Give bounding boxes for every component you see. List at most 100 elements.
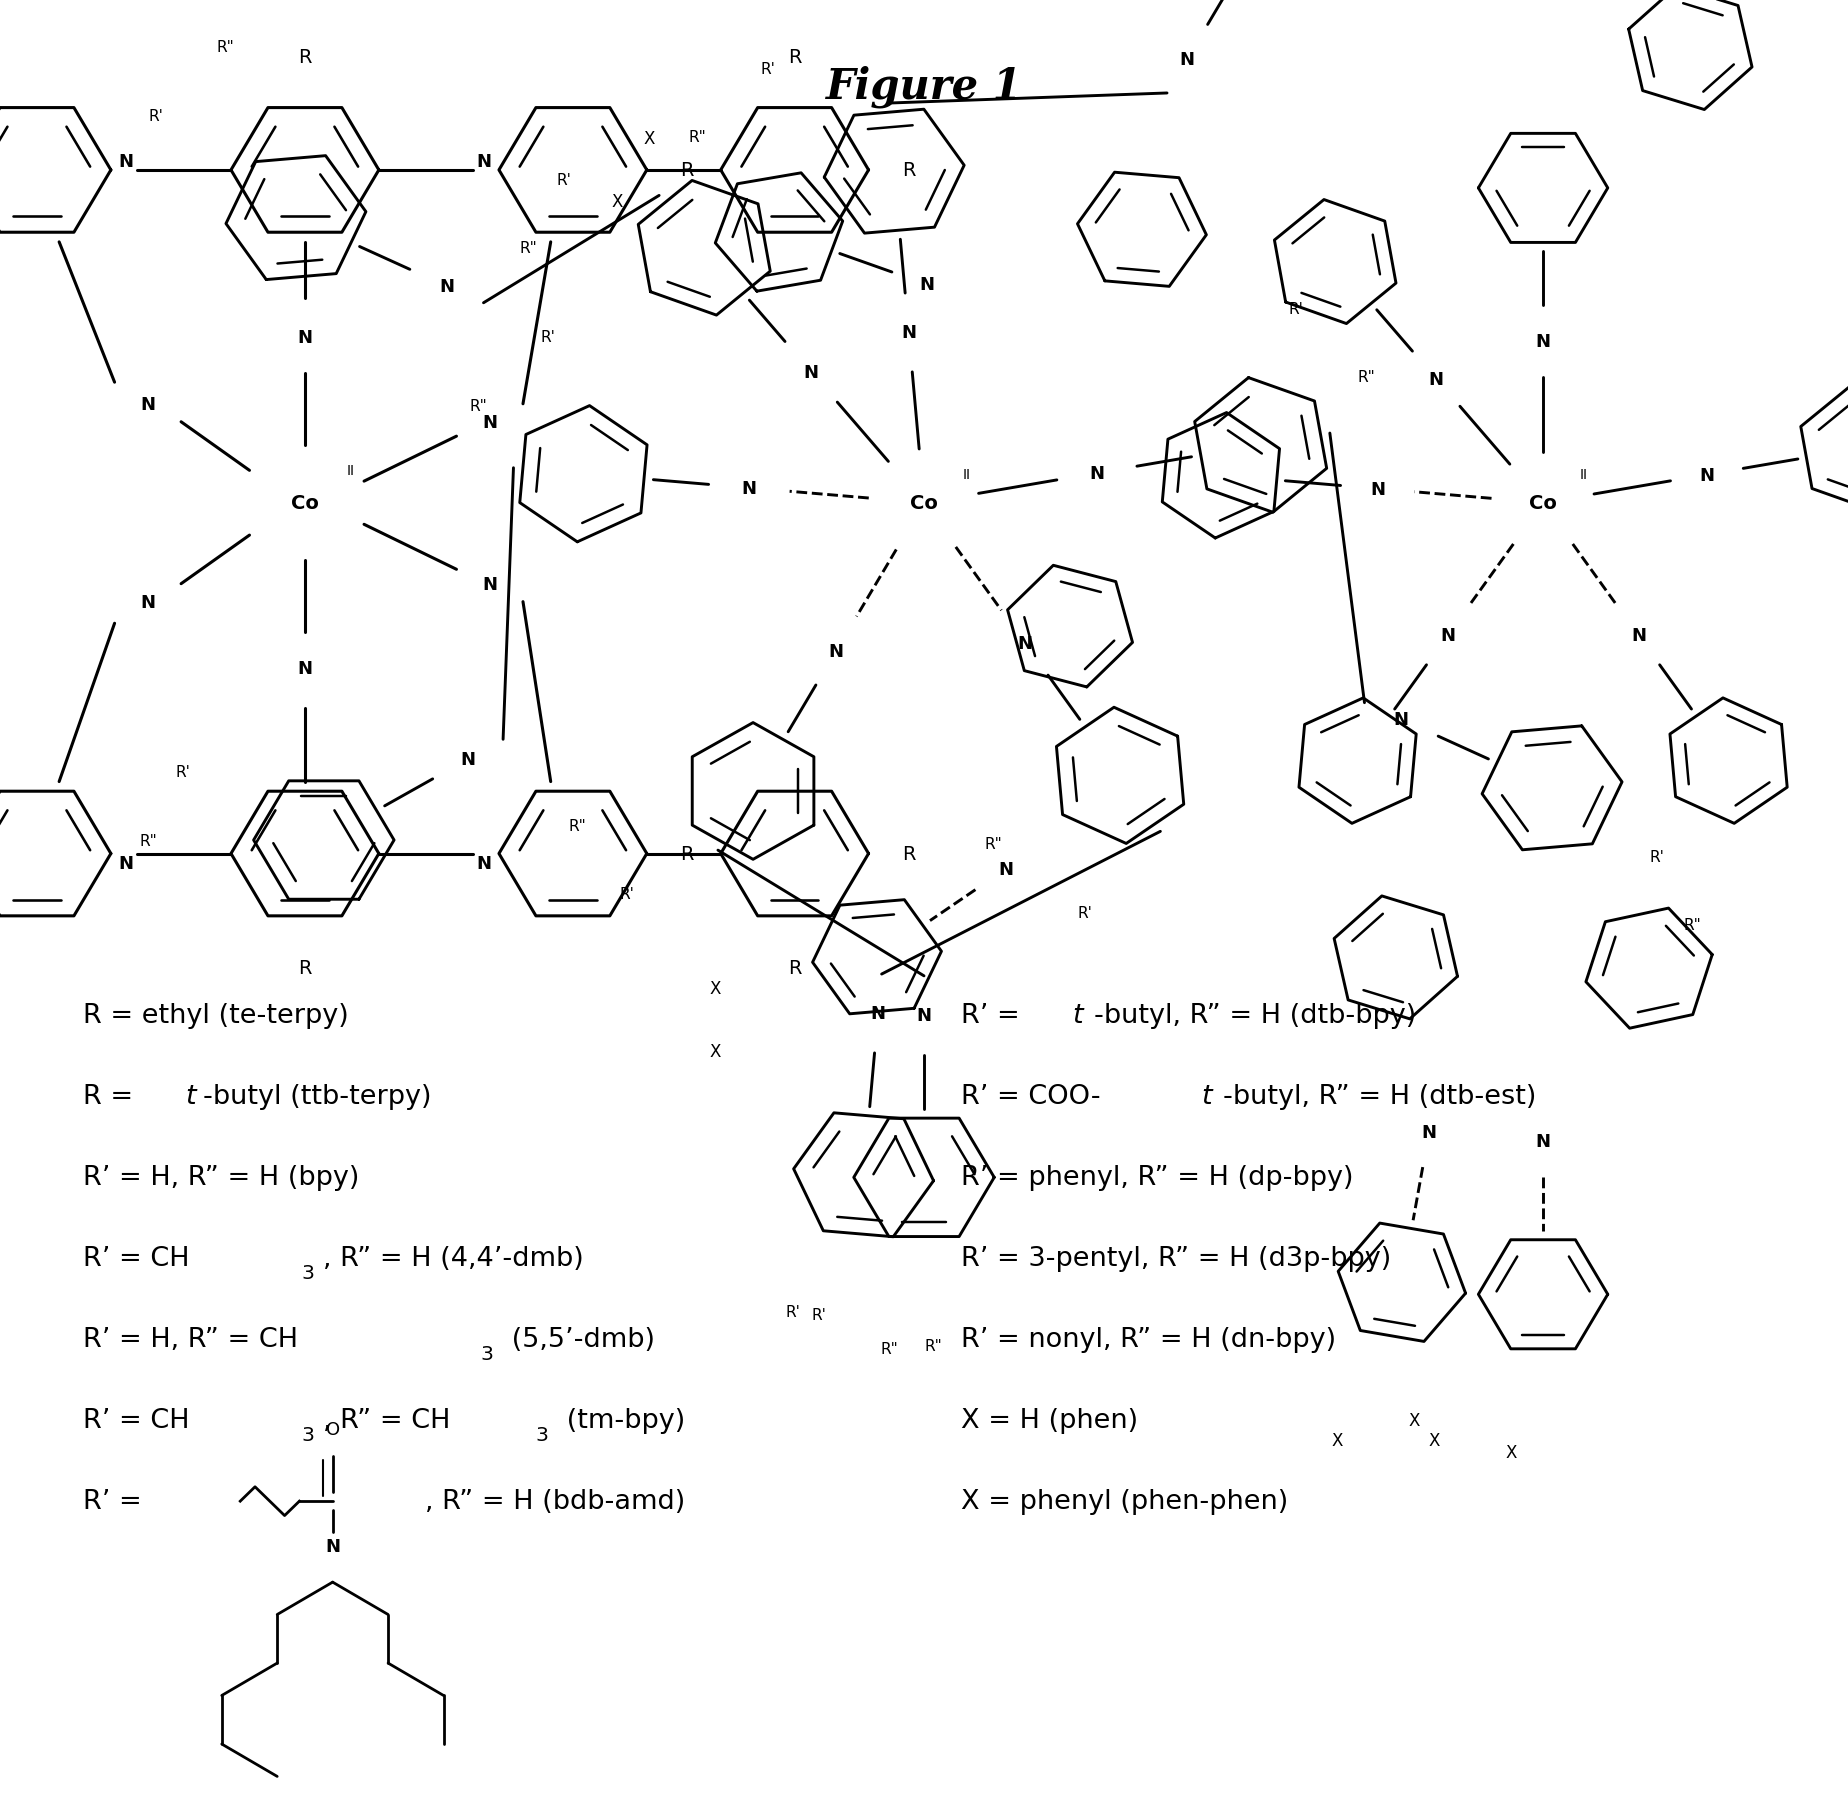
Text: N: N bbox=[741, 480, 756, 498]
Text: (5,5’-dmb): (5,5’-dmb) bbox=[503, 1327, 654, 1352]
Text: R’ = phenyl, R” = H (dp-bpy): R’ = phenyl, R” = H (dp-bpy) bbox=[961, 1165, 1353, 1190]
Text: N: N bbox=[918, 277, 933, 295]
Text: X = phenyl (phen-phen): X = phenyl (phen-phen) bbox=[961, 1489, 1288, 1514]
Text: R": R" bbox=[985, 836, 1003, 852]
Text: X: X bbox=[1408, 1411, 1419, 1429]
Text: R: R bbox=[680, 162, 693, 180]
Text: R’ =: R’ = bbox=[83, 1489, 150, 1514]
Text: R = ethyl (te-terpy): R = ethyl (te-terpy) bbox=[83, 1003, 349, 1028]
Text: -butyl (ttb-terpy): -butyl (ttb-terpy) bbox=[203, 1084, 432, 1109]
Text: R: R bbox=[787, 47, 802, 67]
Text: R’ = H, R” = H (bpy): R’ = H, R” = H (bpy) bbox=[83, 1165, 360, 1190]
Text: N: N bbox=[1421, 1124, 1436, 1142]
Text: R: R bbox=[902, 845, 915, 863]
Text: N: N bbox=[804, 363, 819, 381]
Text: R': R' bbox=[619, 886, 634, 901]
Text: R: R bbox=[680, 845, 693, 863]
Text: N: N bbox=[477, 854, 492, 872]
Text: R’ = CH: R’ = CH bbox=[83, 1246, 190, 1271]
Text: , R” = CH: , R” = CH bbox=[323, 1408, 451, 1433]
Text: 3: 3 bbox=[480, 1345, 493, 1363]
Text: R': R' bbox=[556, 173, 571, 187]
Text: X: X bbox=[1332, 1431, 1343, 1449]
Text: II: II bbox=[1580, 467, 1587, 482]
Text: N: N bbox=[1700, 466, 1715, 484]
Text: R': R' bbox=[541, 331, 556, 345]
Text: N: N bbox=[917, 1007, 931, 1025]
Text: N: N bbox=[482, 575, 497, 593]
Text: R": R" bbox=[519, 241, 538, 255]
Text: R: R bbox=[298, 958, 312, 978]
Text: N: N bbox=[1632, 628, 1647, 645]
Text: R': R' bbox=[148, 108, 163, 124]
Text: R": R" bbox=[1356, 370, 1375, 385]
Text: R": R" bbox=[469, 399, 488, 414]
Text: R’ = 3-pentyl, R” = H (d3p-bpy): R’ = 3-pentyl, R” = H (d3p-bpy) bbox=[961, 1246, 1392, 1271]
Text: Co: Co bbox=[909, 494, 939, 512]
Text: N: N bbox=[1088, 466, 1105, 484]
Text: Co: Co bbox=[1528, 494, 1558, 512]
Text: N: N bbox=[440, 279, 455, 297]
Text: , R” = H (4,4’-dmb): , R” = H (4,4’-dmb) bbox=[323, 1246, 584, 1271]
Text: 3: 3 bbox=[301, 1426, 314, 1444]
Text: (tm-bpy): (tm-bpy) bbox=[558, 1408, 686, 1433]
Text: N: N bbox=[140, 396, 155, 414]
Text: X = H (phen): X = H (phen) bbox=[961, 1408, 1138, 1433]
Text: II: II bbox=[963, 467, 970, 482]
Text: N: N bbox=[477, 153, 492, 171]
Text: -butyl, R” = H (dtb-est): -butyl, R” = H (dtb-est) bbox=[1223, 1084, 1538, 1109]
Text: N: N bbox=[482, 414, 497, 432]
Text: R': R' bbox=[1077, 904, 1092, 921]
Text: R: R bbox=[298, 47, 312, 67]
Text: O: O bbox=[325, 1420, 340, 1438]
Text: X: X bbox=[710, 980, 721, 998]
Text: N: N bbox=[1536, 333, 1550, 351]
Text: N: N bbox=[1429, 370, 1443, 388]
Text: N: N bbox=[1369, 480, 1384, 498]
Text: R’ = COO-: R’ = COO- bbox=[961, 1084, 1101, 1109]
Text: Figure 1: Figure 1 bbox=[826, 65, 1022, 108]
Text: R: R bbox=[787, 958, 802, 978]
Text: II: II bbox=[347, 464, 355, 478]
Text: N: N bbox=[140, 593, 155, 611]
Text: N: N bbox=[118, 153, 133, 171]
Text: R =: R = bbox=[83, 1084, 142, 1109]
Text: N: N bbox=[298, 329, 312, 347]
Text: R’ = H, R” = CH: R’ = H, R” = CH bbox=[83, 1327, 298, 1352]
Text: R': R' bbox=[176, 764, 190, 780]
Text: 3: 3 bbox=[536, 1426, 549, 1444]
Text: N: N bbox=[902, 324, 917, 342]
Text: R": R" bbox=[1684, 917, 1702, 933]
Text: N: N bbox=[998, 861, 1013, 879]
Text: N: N bbox=[870, 1005, 885, 1023]
Text: R": R" bbox=[926, 1338, 942, 1354]
Text: X: X bbox=[710, 1043, 721, 1061]
Text: R’ = CH: R’ = CH bbox=[83, 1408, 190, 1433]
Text: N: N bbox=[1179, 50, 1196, 68]
Text: X: X bbox=[643, 129, 656, 147]
Text: R’ = nonyl, R” = H (dn-bpy): R’ = nonyl, R” = H (dn-bpy) bbox=[961, 1327, 1336, 1352]
Text: R": R" bbox=[139, 832, 157, 849]
Text: R': R' bbox=[811, 1307, 826, 1322]
Text: N: N bbox=[1393, 710, 1408, 728]
Text: -butyl, R” = H (dtb-bpy): -butyl, R” = H (dtb-bpy) bbox=[1094, 1003, 1416, 1028]
Text: R': R' bbox=[1650, 849, 1665, 865]
Text: N: N bbox=[828, 642, 845, 660]
Text: N: N bbox=[298, 660, 312, 678]
Text: R: R bbox=[902, 162, 915, 180]
Text: N: N bbox=[118, 854, 133, 872]
Text: Co: Co bbox=[290, 494, 320, 512]
Text: N: N bbox=[325, 1537, 340, 1555]
Text: R’ =: R’ = bbox=[961, 1003, 1027, 1028]
Text: t: t bbox=[1201, 1084, 1212, 1109]
Text: X: X bbox=[1429, 1431, 1440, 1449]
Text: N: N bbox=[1536, 1133, 1550, 1151]
Text: R": R" bbox=[216, 40, 235, 56]
Text: t: t bbox=[185, 1084, 196, 1109]
Text: R": R" bbox=[689, 131, 706, 146]
Text: t: t bbox=[1072, 1003, 1083, 1028]
Text: R': R' bbox=[785, 1304, 800, 1320]
Text: X: X bbox=[1504, 1442, 1517, 1462]
Text: X: X bbox=[612, 192, 623, 210]
Text: N: N bbox=[460, 750, 475, 770]
